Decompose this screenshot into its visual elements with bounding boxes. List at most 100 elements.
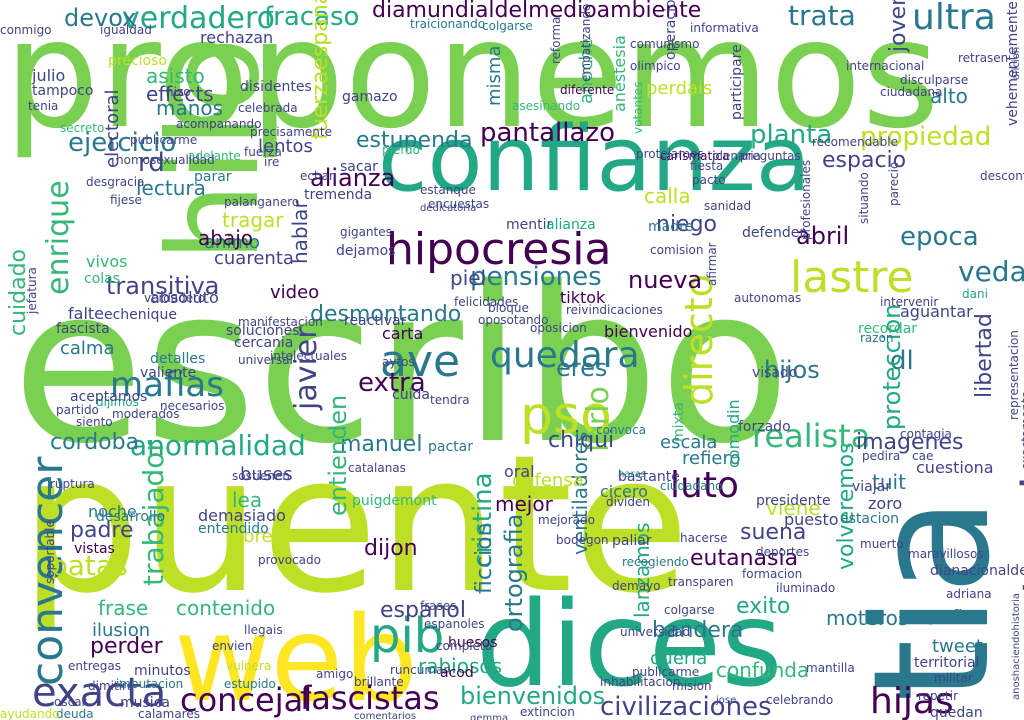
cloud-word-tenia: tenia bbox=[28, 99, 59, 113]
cloud-word-vulnera: vulnera bbox=[226, 659, 272, 673]
cloud-word-carismatica: carismatica bbox=[660, 149, 730, 163]
cloud-word-rechazan: rechazan bbox=[200, 28, 274, 47]
cloud-word-moteros: moteros bbox=[826, 606, 909, 630]
cloud-word-maravillosos: maravillosos bbox=[908, 547, 984, 561]
cloud-word-verdadero: verdadero bbox=[144, 291, 206, 305]
cloud-word-calamares: calamares bbox=[138, 707, 200, 720]
cloud-word-carta: carta bbox=[382, 324, 424, 343]
cloud-word-adriana: adriana bbox=[946, 587, 992, 601]
cloud-word-transitiva: transitiva bbox=[106, 272, 220, 300]
cloud-word-escala: escala bbox=[660, 432, 718, 453]
cloud-word-soportable: soportable bbox=[43, 520, 57, 584]
cloud-word-profesionales: profesionales bbox=[799, 159, 813, 240]
cloud-word-mejor: mejor bbox=[495, 492, 553, 516]
cloud-word-necesarios: necesarios bbox=[160, 399, 225, 413]
cloud-word-celebrada: celebrada bbox=[238, 101, 298, 115]
cloud-word-demasiado: demasiado bbox=[198, 506, 286, 525]
cloud-word-fiesta: fiesta bbox=[690, 159, 724, 173]
cloud-word-calla: calla bbox=[644, 184, 691, 208]
cloud-word-perder: perder bbox=[90, 634, 163, 659]
cloud-word-jefatura: jefatura bbox=[25, 267, 39, 314]
cloud-word-extra: extra bbox=[358, 368, 426, 398]
cloud-word-puigdemont: puigdemont bbox=[352, 493, 437, 509]
cloud-word-ciudadana: ciudadana bbox=[880, 85, 943, 99]
cloud-word-imagenes: imagenes bbox=[856, 430, 964, 455]
cloud-word-deportes: deportes bbox=[756, 545, 810, 559]
cloud-word-estupido: estupido bbox=[224, 677, 276, 691]
cloud-word-cae: cae bbox=[912, 449, 934, 463]
cloud-word-bienvenido: bienvenido bbox=[604, 322, 693, 341]
cloud-word-verdadero: verdadero bbox=[122, 1, 275, 36]
cloud-word-ayudando: ayudando bbox=[0, 707, 60, 720]
cloud-word-aguantar: aguantar bbox=[900, 302, 973, 321]
cloud-word-mafias: mafias bbox=[110, 365, 224, 405]
cloud-word-minutos: minutos bbox=[134, 663, 191, 679]
cloud-word-oral: oral bbox=[504, 462, 535, 481]
cloud-word-bastante: bastante bbox=[618, 469, 680, 485]
cloud-word-fuerza: fuerza bbox=[244, 145, 282, 159]
cloud-word-precisamente: precisamente bbox=[250, 125, 332, 139]
cloud-word-alianza: alianza bbox=[310, 164, 396, 192]
cloud-word-estupenda: estupenda bbox=[356, 128, 473, 153]
cloud-word-imputacion: imputacion bbox=[116, 677, 184, 691]
cloud-word-precioso: precioso bbox=[108, 53, 167, 69]
cloud-word-vistas: vistas bbox=[74, 541, 115, 557]
cloud-word-colgarse: colgarse bbox=[664, 603, 715, 617]
cloud-word-siento: siento bbox=[76, 415, 113, 429]
cloud-word-detalles: detalles bbox=[150, 351, 206, 367]
cloud-word-runcuman: runcuman bbox=[390, 663, 451, 677]
cloud-word-frases: frases bbox=[420, 599, 457, 613]
cloud-word-pensiones: pensiones bbox=[470, 262, 602, 292]
cloud-word-calma: calma bbox=[60, 338, 115, 359]
cloud-word-ilusion: ilusion bbox=[92, 620, 151, 641]
cloud-word-viene: viene bbox=[766, 496, 821, 520]
cloud-word-fijese: fijese bbox=[110, 193, 142, 207]
cloud-word-completo: completo bbox=[436, 639, 493, 653]
cloud-word-operacioneshesperas: operacioneshesperas bbox=[663, 0, 679, 60]
cloud-word-defender: defender bbox=[742, 225, 806, 241]
cloud-word-tiktok: tiktok bbox=[560, 288, 606, 307]
cloud-word-suena: suena bbox=[740, 520, 807, 545]
cloud-word-fascistas: fascistas bbox=[300, 679, 440, 717]
cloud-word-oposicion: oposicion bbox=[530, 321, 587, 335]
cloud-word-ire: ire bbox=[264, 155, 280, 169]
cloud-word-celebrando: celebrando bbox=[766, 693, 834, 707]
cloud-word-desarrollo: desarrollo bbox=[96, 509, 166, 525]
cloud-word-mentir: mentir bbox=[506, 217, 553, 233]
cloud-word-misma: misma bbox=[484, 45, 505, 106]
cloud-word-brillante: brillante bbox=[354, 675, 404, 689]
cloud-word-bloque: bloque bbox=[488, 301, 529, 315]
cloud-word-recogiendo: recogiendo bbox=[622, 555, 689, 569]
cloud-word-padre: padre bbox=[70, 518, 134, 543]
cloud-word-entendido: entendido bbox=[198, 521, 269, 537]
cloud-word-eutanasia: eutanasia bbox=[690, 546, 799, 571]
cloud-word-internacional: internacional bbox=[846, 59, 925, 73]
cloud-word-publicarme: publicarme bbox=[632, 665, 700, 679]
cloud-word-pantallazo: pantallazo bbox=[480, 118, 615, 148]
cloud-word-mixta: mixta bbox=[671, 402, 687, 442]
cloud-word-dijon: dijon bbox=[364, 536, 418, 561]
cloud-word-contenido: contenido bbox=[176, 596, 276, 620]
cloud-word-pierdo: pierdo bbox=[382, 143, 421, 157]
cloud-word-dani: dani bbox=[962, 287, 988, 301]
cloud-word-gemma: gemma bbox=[470, 713, 509, 720]
cloud-word-militar: militar bbox=[934, 671, 973, 685]
cloud-word-hijas: hijas bbox=[870, 681, 954, 720]
cloud-word-lastre: lastre bbox=[790, 252, 914, 303]
cloud-word-quedara: quedara bbox=[490, 335, 640, 376]
cloud-word-homosexualidad: homosexualidad bbox=[116, 153, 215, 167]
cloud-word-devox: devox bbox=[64, 4, 137, 32]
cloud-word-muerto: muerto bbox=[860, 537, 904, 551]
cloud-word-inhabilitacion: inhabilitacion bbox=[600, 675, 681, 689]
cloud-word-viajar: viajar bbox=[852, 479, 891, 495]
cloud-word-ortografia: ortografia bbox=[500, 513, 528, 632]
cloud-word-convoca: convoca bbox=[596, 423, 646, 437]
cloud-word-disidentes: disidentes bbox=[240, 79, 312, 95]
cloud-word-pedira: pedira bbox=[862, 449, 901, 463]
cloud-word-escribo: escribo bbox=[12, 240, 791, 491]
cloud-word-cuarenta: cuarenta bbox=[214, 248, 294, 269]
cloud-word-encuestas: encuestas bbox=[428, 197, 490, 211]
cloud-word-traicionando: traicionando bbox=[410, 17, 486, 31]
cloud-word-effects: effects bbox=[146, 82, 214, 106]
cloud-word-anormalidad: anormalidad bbox=[130, 429, 306, 462]
